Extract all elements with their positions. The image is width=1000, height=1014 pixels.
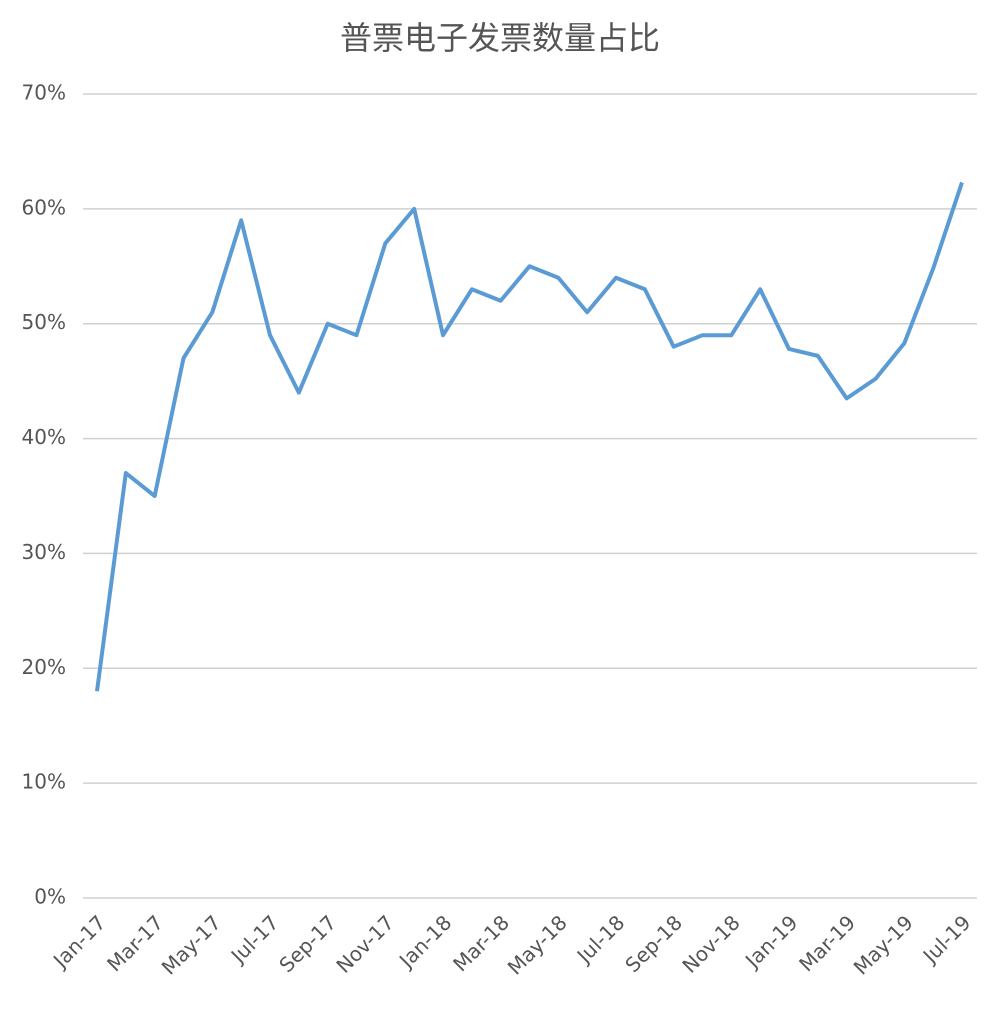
x-tick-label: Mar-18 (448, 910, 514, 976)
y-tick-label: 70% (22, 81, 66, 105)
x-tick-label: Jan-17 (47, 910, 110, 973)
y-tick-label: 10% (22, 770, 66, 794)
y-tick-label: 50% (22, 310, 66, 334)
y-tick-label: 30% (22, 540, 66, 564)
x-tick-label: Jan-19 (739, 910, 802, 973)
x-tick-label: Sep-18 (620, 910, 687, 977)
data-line (95, 181, 964, 692)
y-tick-label: 60% (22, 195, 66, 219)
y-tick-label: 0% (34, 885, 66, 909)
chart-title: 普票电子发票数量占比 (340, 19, 660, 57)
x-tick-label: Sep-17 (274, 910, 341, 977)
x-tick-label: Nov-17 (331, 910, 398, 977)
x-tick-label: May-17 (157, 910, 226, 979)
x-tick-label: Nov-18 (677, 910, 744, 977)
x-tick-label: May-19 (849, 910, 918, 979)
y-tick-label: 40% (22, 425, 66, 449)
x-tick-label: Jul-19 (917, 910, 976, 969)
x-tick-label: Mar-19 (794, 910, 860, 976)
x-tick-label: Jan-18 (393, 910, 456, 973)
x-tick-label: Mar-17 (102, 910, 168, 976)
y-tick-label: 20% (22, 655, 66, 679)
x-tick-label: May-18 (503, 910, 572, 979)
